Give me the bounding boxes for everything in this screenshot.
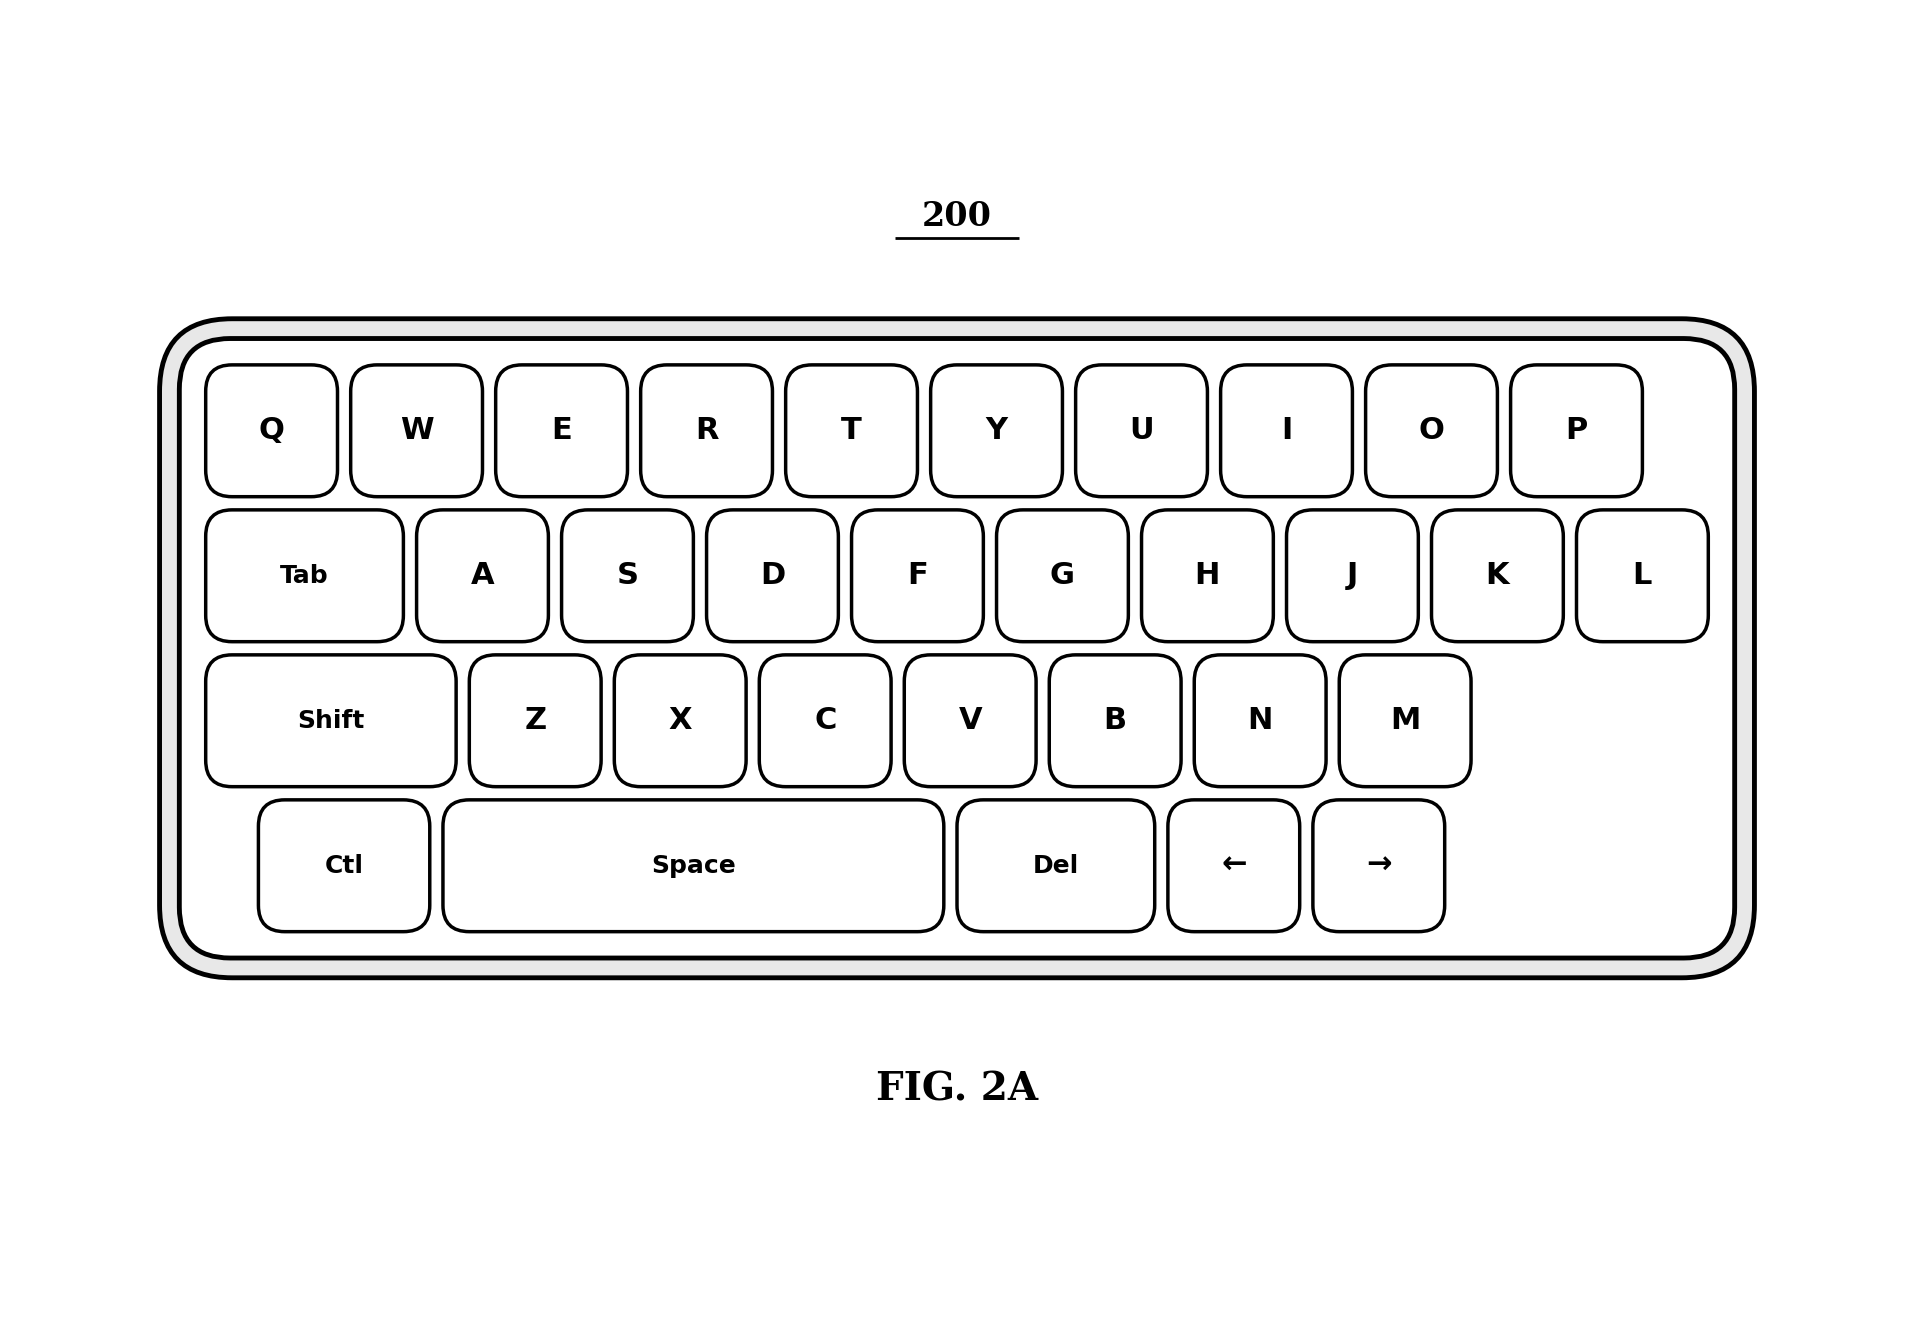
Text: ←: ←: [1221, 851, 1246, 880]
FancyBboxPatch shape: [852, 509, 984, 641]
Text: Ctl: Ctl: [325, 853, 364, 878]
Text: F: F: [907, 562, 928, 590]
FancyBboxPatch shape: [706, 509, 838, 641]
Text: Shift: Shift: [297, 708, 364, 732]
Text: E: E: [551, 417, 572, 445]
Text: B: B: [1104, 706, 1127, 735]
FancyBboxPatch shape: [1076, 364, 1208, 497]
FancyBboxPatch shape: [205, 509, 404, 641]
FancyBboxPatch shape: [614, 655, 746, 786]
FancyBboxPatch shape: [258, 800, 431, 931]
Text: Del: Del: [1034, 853, 1079, 878]
FancyBboxPatch shape: [1365, 364, 1497, 497]
FancyBboxPatch shape: [469, 655, 601, 786]
FancyBboxPatch shape: [1194, 655, 1326, 786]
Text: D: D: [760, 562, 785, 590]
FancyBboxPatch shape: [1221, 364, 1353, 497]
Text: →: →: [1367, 851, 1391, 880]
FancyBboxPatch shape: [417, 509, 549, 641]
FancyBboxPatch shape: [159, 319, 1755, 978]
Text: I: I: [1280, 417, 1292, 445]
FancyBboxPatch shape: [1141, 509, 1273, 641]
Text: V: V: [959, 706, 982, 735]
FancyBboxPatch shape: [350, 364, 482, 497]
Text: Q: Q: [258, 417, 285, 445]
FancyBboxPatch shape: [997, 509, 1129, 641]
FancyBboxPatch shape: [442, 800, 944, 931]
Text: S: S: [616, 562, 639, 590]
Text: K: K: [1485, 562, 1510, 590]
Text: Z: Z: [524, 706, 545, 735]
FancyBboxPatch shape: [1577, 509, 1709, 641]
Text: O: O: [1418, 417, 1445, 445]
FancyBboxPatch shape: [1049, 655, 1181, 786]
FancyBboxPatch shape: [785, 364, 917, 497]
Text: A: A: [471, 562, 494, 590]
Text: X: X: [668, 706, 693, 735]
Text: L: L: [1633, 562, 1652, 590]
Text: U: U: [1129, 417, 1154, 445]
Text: 200: 200: [923, 200, 991, 233]
FancyBboxPatch shape: [1168, 800, 1300, 931]
Text: R: R: [695, 417, 718, 445]
Text: N: N: [1248, 706, 1273, 735]
Text: M: M: [1390, 706, 1420, 735]
FancyBboxPatch shape: [957, 800, 1154, 931]
FancyBboxPatch shape: [1510, 364, 1642, 497]
FancyBboxPatch shape: [930, 364, 1062, 497]
Text: T: T: [840, 417, 861, 445]
FancyBboxPatch shape: [1340, 655, 1472, 786]
FancyBboxPatch shape: [205, 364, 337, 497]
FancyBboxPatch shape: [1313, 800, 1445, 931]
Text: G: G: [1051, 562, 1076, 590]
Text: W: W: [400, 417, 433, 445]
FancyBboxPatch shape: [205, 655, 456, 786]
FancyBboxPatch shape: [1432, 509, 1564, 641]
Text: Tab: Tab: [279, 563, 329, 587]
FancyBboxPatch shape: [180, 339, 1734, 958]
FancyBboxPatch shape: [641, 364, 773, 497]
Text: FIG. 2A: FIG. 2A: [877, 1070, 1037, 1107]
Text: Y: Y: [986, 417, 1007, 445]
Text: J: J: [1347, 562, 1359, 590]
FancyBboxPatch shape: [1286, 509, 1418, 641]
Text: H: H: [1194, 562, 1219, 590]
Text: Space: Space: [651, 853, 735, 878]
FancyBboxPatch shape: [903, 655, 1035, 786]
FancyBboxPatch shape: [496, 364, 628, 497]
Text: P: P: [1566, 417, 1587, 445]
Text: C: C: [813, 706, 836, 735]
FancyBboxPatch shape: [561, 509, 693, 641]
FancyBboxPatch shape: [760, 655, 892, 786]
